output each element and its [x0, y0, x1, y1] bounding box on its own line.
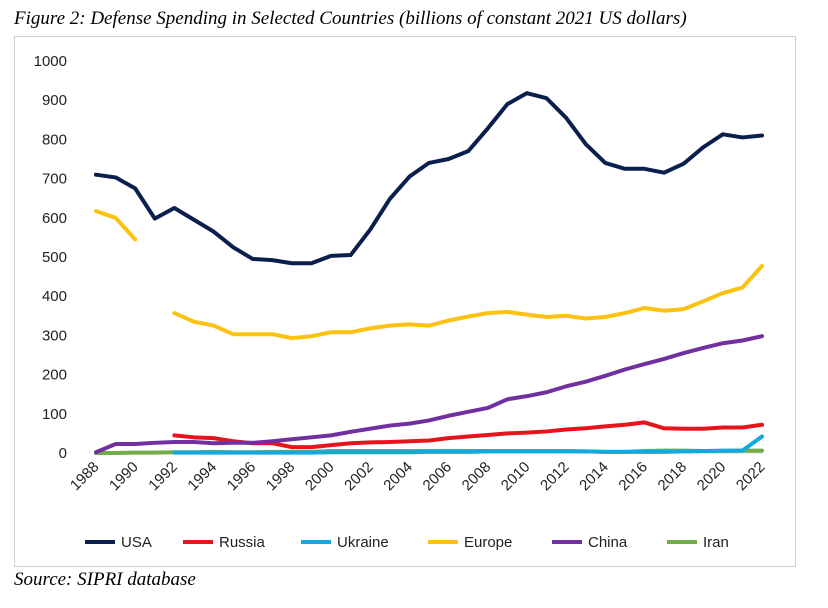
x-tick-label: 2006	[420, 459, 456, 495]
legend-label-china: China	[588, 534, 628, 551]
x-tick-label: 2004	[380, 459, 416, 495]
x-tick-label: 2014	[576, 459, 612, 495]
y-tick-label: 600	[42, 210, 67, 227]
x-tick-label: 1998	[263, 459, 299, 495]
series-lines	[94, 91, 764, 455]
x-tick-label: 1994	[184, 459, 220, 495]
y-tick-label: 500	[42, 249, 67, 266]
y-axis: 0 100 200 300 400 500 600 700 800 900 1000	[34, 53, 67, 462]
x-tick-label: 1992	[145, 459, 181, 495]
source-note: Source: SIPRI database	[14, 569, 196, 590]
series-line-usa	[94, 91, 764, 266]
x-tick-label: 1996	[224, 459, 260, 495]
y-tick-label: 1000	[34, 53, 67, 70]
y-tick-label: 900	[42, 92, 67, 109]
x-tick-label: 2010	[498, 459, 534, 495]
legend-label-russia: Russia	[219, 534, 266, 551]
y-tick-label: 0	[59, 445, 67, 462]
figure-title: Figure 2: Defense Spending in Selected C…	[14, 8, 687, 29]
y-tick-label: 100	[42, 406, 67, 423]
x-tick-label: 2020	[694, 459, 730, 495]
x-tick-label: 2016	[615, 459, 651, 495]
x-axis: 1988 1990 1992 1994 1996 1998 2000 2002 2004 2006…	[67, 452, 769, 495]
legend: USA Russia Ukraine Europe China Iran	[85, 534, 729, 551]
y-tick-label: 400	[42, 288, 67, 305]
legend-label-iran: Iran	[703, 534, 729, 551]
y-tick-label: 800	[42, 131, 67, 148]
x-tick-label: 2018	[655, 459, 691, 495]
series-line-china	[94, 334, 764, 455]
legend-label-ukraine: Ukraine	[337, 534, 389, 551]
legend-label-usa: USA	[121, 534, 152, 551]
x-tick-label: 2012	[537, 459, 573, 495]
x-tick-label: 1988	[67, 459, 103, 495]
x-tick-label: 2008	[459, 459, 495, 495]
x-tick-label: 2002	[341, 459, 377, 495]
x-tick-label: 2022	[733, 459, 769, 495]
x-tick-label: 2000	[302, 459, 338, 495]
y-tick-label: 700	[42, 171, 67, 188]
y-tick-label: 200	[42, 367, 67, 384]
legend-label-europe: Europe	[464, 534, 512, 551]
y-tick-label: 300	[42, 327, 67, 344]
x-tick-label: 1990	[106, 459, 142, 495]
series-line-ukraine	[172, 434, 764, 455]
chart-area: 0 100 200 300 400 500 600 700 800 900 1000 1988 199…	[14, 36, 796, 567]
series-line-europe	[94, 209, 764, 341]
